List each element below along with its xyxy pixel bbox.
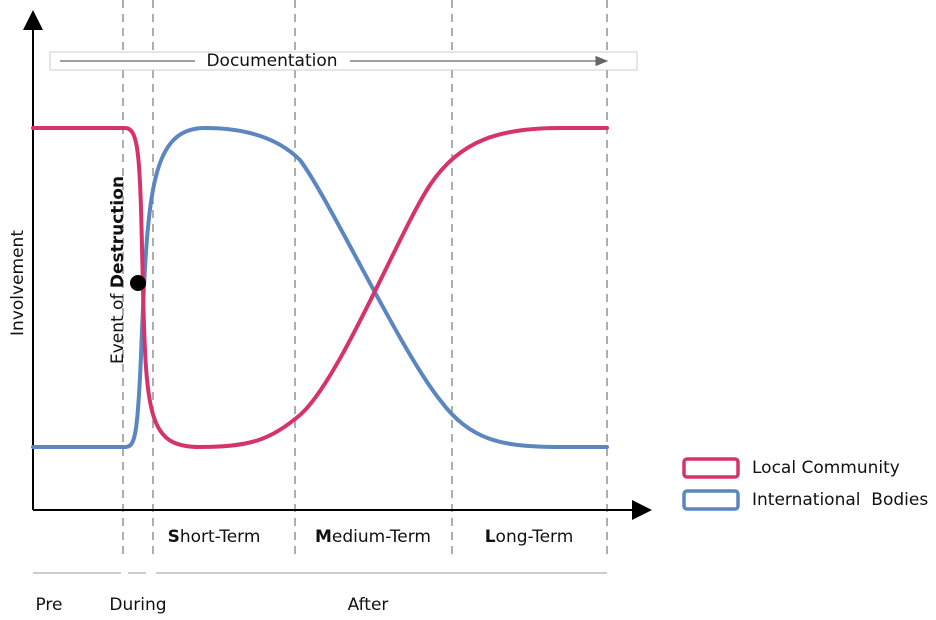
y-axis-label: Involvement — [8, 230, 28, 336]
legend-label: International Bodies — [752, 490, 928, 510]
phase-initial: S — [168, 527, 180, 547]
banner-label: Documentation — [206, 51, 337, 71]
local-curve — [31, 126, 609, 450]
phase-rest: ong-Term — [496, 527, 574, 547]
phase-label: Long-Term — [485, 527, 574, 547]
legend-label: Local Community — [752, 458, 900, 478]
legend-swatch — [682, 457, 740, 479]
banner-box — [49, 51, 638, 71]
phase-initial: L — [485, 527, 496, 547]
legend: Local Community International Bodies — [682, 457, 928, 511]
period-label: During — [109, 595, 166, 615]
event-prefix: Event of — [108, 288, 128, 364]
period-label: After — [348, 595, 389, 615]
event-label: Event of Destruction — [108, 176, 128, 364]
phase-rest: hort-Term — [180, 527, 261, 547]
phase-label: Short-Term — [168, 527, 261, 547]
phase-initial: M — [315, 527, 332, 547]
legend-swatch — [682, 489, 740, 511]
period-label: Pre — [35, 595, 62, 615]
phase-dividers — [122, 0, 608, 560]
phase-label: Medium-Term — [315, 527, 431, 547]
phase-rest: edium-Term — [332, 527, 431, 547]
event-dot — [130, 275, 146, 291]
event-emphasis: Destruction — [108, 176, 128, 288]
international-curve — [31, 125, 609, 449]
